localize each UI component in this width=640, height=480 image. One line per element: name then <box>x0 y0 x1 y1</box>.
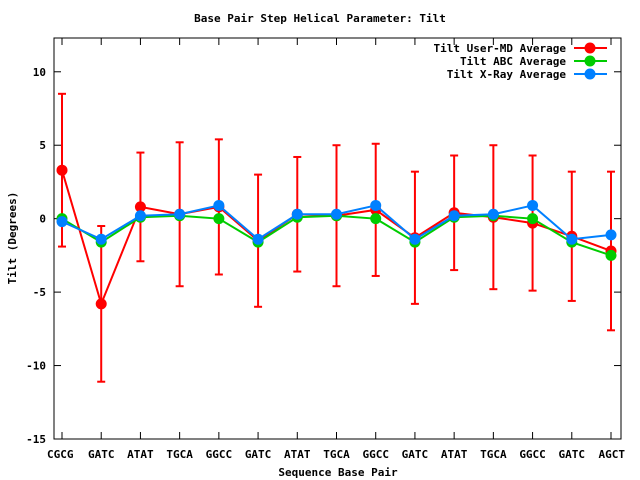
data-point <box>370 199 382 211</box>
data-point <box>527 213 539 225</box>
data-point <box>134 201 146 213</box>
y-tick-label: -5 <box>33 286 46 299</box>
legend-label: Tilt User-MD Average <box>434 42 567 55</box>
x-tick-label: TGCA <box>166 448 193 461</box>
x-tick-label: TGCA <box>480 448 507 461</box>
data-point <box>566 233 578 245</box>
data-point <box>95 233 107 245</box>
legend-marker <box>584 42 596 54</box>
data-point <box>409 233 421 245</box>
data-point <box>95 298 107 310</box>
data-point <box>605 229 617 241</box>
x-tick-label: ATAT <box>284 448 311 461</box>
data-point <box>448 210 460 222</box>
x-axis-label: Sequence Base Pair <box>278 466 398 479</box>
series-lines <box>56 164 617 310</box>
data-point <box>487 208 499 220</box>
data-point <box>605 249 617 261</box>
legend-label: Tilt X-Ray Average <box>447 68 567 81</box>
data-point <box>56 164 68 176</box>
x-tick-label: AGCT <box>599 448 626 461</box>
y-tick-label: 5 <box>39 139 46 152</box>
data-point <box>174 208 186 220</box>
x-tick-label: GATC <box>402 448 429 461</box>
data-point <box>370 213 382 225</box>
y-tick-label: 10 <box>33 66 46 79</box>
x-tick-label: GATC <box>88 448 115 461</box>
x-tick-label: GATC <box>245 448 272 461</box>
x-tick-label: GATC <box>559 448 586 461</box>
data-point <box>291 208 303 220</box>
y-tick-label: 0 <box>39 213 46 226</box>
x-tick-label: ATAT <box>127 448 154 461</box>
x-tick-label: TGCA <box>323 448 350 461</box>
data-point <box>331 208 342 220</box>
chart-title: Base Pair Step Helical Parameter: Tilt <box>194 12 446 25</box>
legend-label: Tilt ABC Average <box>460 55 566 68</box>
x-tick-label: ATAT <box>441 448 468 461</box>
x-tick-label: GGCC <box>519 448 546 461</box>
x-axis: CGCG GATC ATAT TGCA GGCC GATC ATAT TGCA GGCC GATC… <box>47 38 625 461</box>
x-tick-label: CGCG <box>47 448 74 461</box>
y-tick-label: -10 <box>26 360 46 373</box>
data-point <box>56 216 68 228</box>
x-tick-label: GGCC <box>362 448 389 461</box>
data-point <box>252 233 264 245</box>
x-tick-label: GGCC <box>206 448 233 461</box>
data-point <box>134 210 146 222</box>
data-point <box>527 199 539 211</box>
legend-marker <box>584 68 596 80</box>
y-tick-label: -15 <box>26 433 46 446</box>
data-point <box>213 199 225 211</box>
y-axis-label: Tilt (Degrees) <box>6 192 19 285</box>
legend-marker <box>584 55 596 67</box>
data-point <box>213 213 225 225</box>
